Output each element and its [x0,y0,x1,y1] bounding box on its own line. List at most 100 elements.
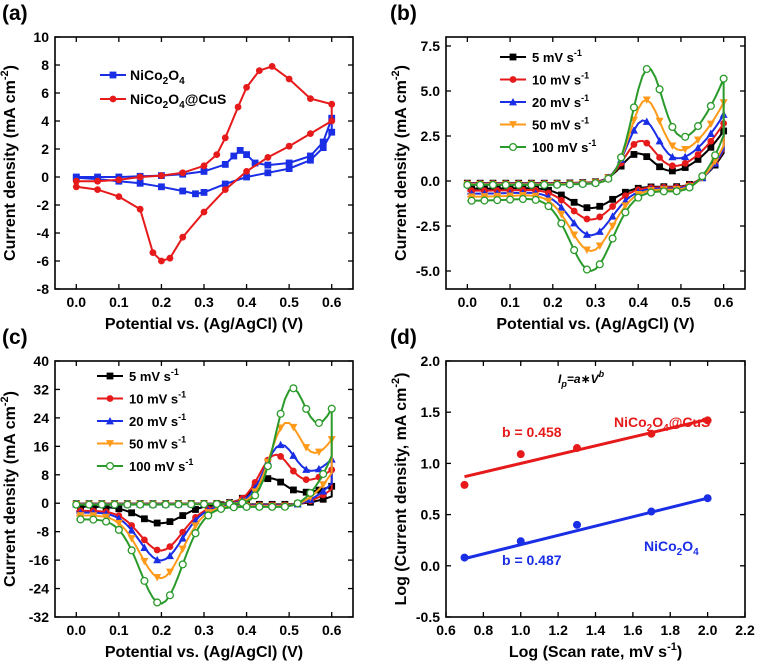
panel-a: 0.0 0.1 0.2 0.3 0.4 0.5 0.6-8-6-4-20246810(a)P… [0,2,354,333]
x-axis-label: Log (Scan rate, mV s-1) [509,641,682,661]
data-point [76,515,85,524]
data-point [698,172,707,181]
plot-frame [445,360,746,618]
legend-marker [106,417,114,425]
data-point [302,465,311,473]
data-point [578,179,587,189]
y-tick-label: 2.5 [421,128,441,144]
legend-label-text: 10 mV s [532,73,581,88]
data-point [557,210,566,219]
y-tick-label: 0.5 [421,507,441,523]
y-tick-label: 7.5 [421,38,441,54]
data-point [622,188,629,196]
x-axis-label: Potential vs. (Ag/AgCl) (V) [105,316,303,333]
data-point [647,429,656,438]
data-point [480,196,489,205]
legend-label-tail: @CuS [185,91,227,107]
data-point [166,543,174,551]
y-axis-label: Current density (mA cm-2) [0,65,19,261]
data-point [609,195,616,203]
data-point [476,180,485,189]
y-tick-label: 1.0 [421,455,441,471]
y-axis-label-text: Log (Current density, mA cm [393,388,410,606]
legend-label: NiCo2O4 [130,67,185,87]
data-point [179,169,187,177]
data-point [609,203,616,210]
eq-v: V [591,372,600,386]
legend-marker [106,395,114,402]
data-point [460,553,469,562]
slope-label: b = 0.487 [502,552,562,568]
data-point [531,195,540,204]
y-tick-label: 6 [41,85,49,101]
data-point [629,126,638,134]
data-point [277,478,285,486]
data-point [243,168,250,175]
x-axis-label-close: ) [677,644,682,661]
panel-c: 0.0 0.1 0.2 0.3 0.4 0.5 0.6 -32 -24 -16 -8 0 8 16 24 32… [0,326,354,661]
data-point [128,509,136,517]
data-point [192,506,199,513]
legend-label: 100 mV s-1 [532,138,596,155]
data-point [583,204,591,212]
data-point [264,169,272,177]
data-point [285,165,293,172]
data-point [553,180,562,189]
y-tick-label: 8 [41,467,49,483]
data-point [655,85,664,94]
y-axis-label-sup: -2 [0,70,11,80]
legend-label: 5 mV s-1 [129,367,179,384]
series-line [467,98,725,253]
legend-label: 10 mV s-1 [532,71,589,88]
data-point [642,117,651,125]
data-point [319,487,328,495]
data-point [621,208,630,217]
data-point [136,179,144,187]
data-point [268,502,277,511]
legend-marker [106,372,114,380]
data-point [264,154,272,161]
y-tick-label: 0.0 [421,173,441,189]
data-point [97,500,106,509]
y-tick-label: -2 [37,197,50,213]
data-point [77,503,84,511]
data-point [617,153,626,162]
data-point [263,462,272,471]
data-point [608,212,617,220]
data-point [306,488,315,497]
x-tick-label: 0.2 [152,294,172,310]
x-tick-label: 0.3 [194,294,214,310]
data-point [544,202,553,211]
x-axis-label: Potential vs. (Ag/AgCl) (V) [496,316,694,333]
data-point [243,173,250,181]
y-axis-label-text: Current density (mA cm [2,80,19,261]
data-point [540,180,549,189]
data-point [161,500,170,509]
data-point [544,197,553,205]
x-tick-label: 0.2 [543,294,563,310]
data-point [165,568,174,576]
data-point [319,495,327,503]
y-axis-label: Log (Current density, mA cm-2) [390,373,410,606]
series-label-a: NiCo [644,538,677,554]
data-point [703,494,712,503]
data-point [319,144,327,151]
x-tick-label: 0.4 [237,622,257,638]
data-point [642,64,651,74]
y-axis-label-close: ) [2,391,19,396]
data-point [166,254,174,262]
data-point [707,143,715,151]
legend-label-b: O [168,67,179,83]
data-point [642,96,651,104]
data-point [501,180,510,189]
x-tick-label: 0.4 [237,294,257,310]
data-point [608,234,617,243]
data-point [251,159,259,167]
data-point [123,500,132,509]
data-point [307,130,314,138]
data-point [255,502,264,511]
fit-line [464,496,708,561]
data-point [570,218,579,227]
data-point [668,167,676,175]
x-tick-label: 0.0 [67,622,87,638]
